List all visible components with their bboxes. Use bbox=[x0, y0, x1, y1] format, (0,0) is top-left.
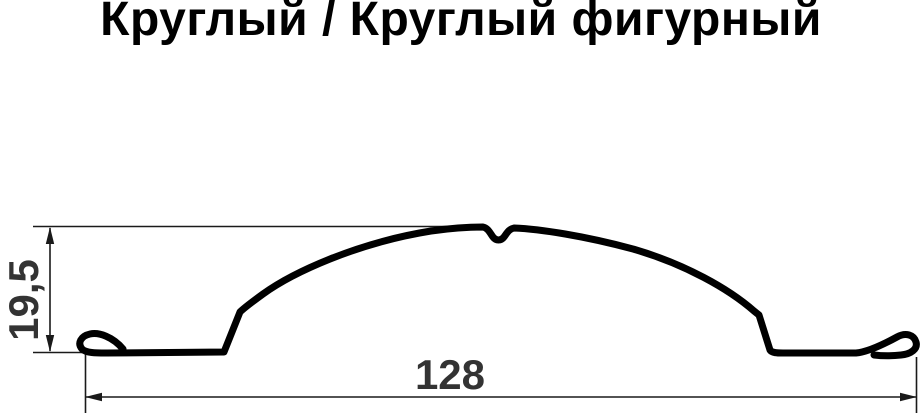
height-arrow-up-icon bbox=[45, 227, 55, 244]
page-title: Круглый / Круглый фигурный bbox=[100, 0, 822, 46]
profile-outline bbox=[76, 223, 920, 360]
height-dimension-label: 19,5 bbox=[0, 259, 47, 341]
width-dimension: 128 bbox=[85, 351, 917, 402]
height-dimension: 19,5 bbox=[0, 227, 55, 352]
height-arrow-down-icon bbox=[45, 335, 55, 352]
width-dimension-label: 128 bbox=[415, 351, 485, 398]
dimension-extension-lines bbox=[33, 225, 918, 413]
width-arrow-left-icon bbox=[85, 392, 102, 402]
width-arrow-right-icon bbox=[900, 392, 917, 402]
